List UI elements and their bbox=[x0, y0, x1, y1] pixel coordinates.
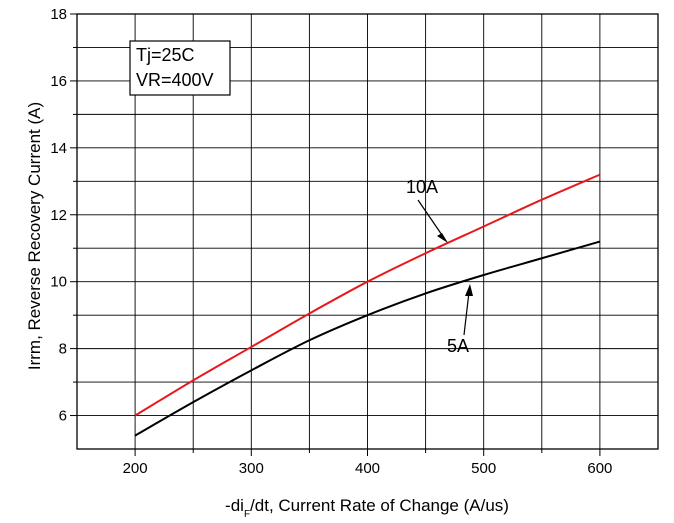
x-axis-label: -diF/dt, Current Rate of Change (A/us) bbox=[225, 496, 509, 520]
y-tick-label: 6 bbox=[59, 408, 67, 425]
conditions-box-frame bbox=[129, 40, 231, 96]
annotation-10a: 10A bbox=[406, 177, 438, 197]
condition-voltage: VR=400V bbox=[136, 70, 214, 90]
y-tick-label: 8 bbox=[59, 341, 67, 358]
annotation-5a: 5A bbox=[447, 336, 469, 356]
axis-ticks bbox=[70, 13, 601, 456]
annotation-10a-arrow bbox=[417, 199, 445, 239]
x-tick-label: 200 bbox=[123, 460, 148, 477]
x-tick-label: 500 bbox=[471, 460, 496, 477]
series-layer bbox=[134, 173, 601, 437]
y-tick-label: 18 bbox=[50, 6, 67, 23]
y-axis-label: Irrm, Reverse Recovery Current (A) bbox=[25, 102, 44, 370]
annotation-5a-arrow bbox=[463, 291, 470, 336]
y-tick-label: 12 bbox=[50, 207, 67, 224]
y-tick-label: 14 bbox=[50, 140, 67, 157]
y-tick-labels: 6 8 10 12 14 16 18 bbox=[50, 6, 67, 425]
x-tick-label: 300 bbox=[239, 460, 264, 477]
x-tick-label: 400 bbox=[355, 460, 380, 477]
annotations: 10A 5A bbox=[406, 177, 473, 356]
conditions-box: Tj=25C VR=400V bbox=[129, 40, 231, 96]
y-tick-label: 10 bbox=[50, 274, 67, 291]
y-tick-label: 16 bbox=[50, 73, 67, 90]
x-tick-labels: 200 300 400 500 600 bbox=[123, 460, 613, 477]
x-tick-label: 600 bbox=[587, 460, 612, 477]
annotation-5a-arrowhead bbox=[465, 284, 473, 296]
condition-temperature: Tj=25C bbox=[136, 45, 195, 65]
series-line-5a bbox=[134, 240, 601, 437]
annotation-10a-arrowhead bbox=[437, 233, 448, 243]
series-line-10a bbox=[134, 173, 601, 417]
